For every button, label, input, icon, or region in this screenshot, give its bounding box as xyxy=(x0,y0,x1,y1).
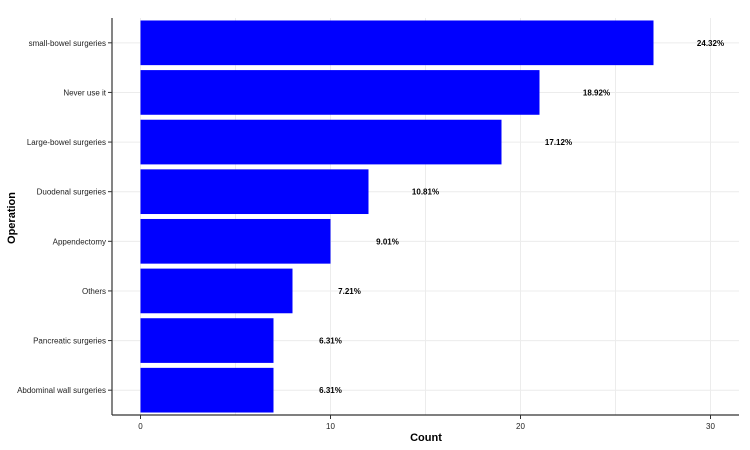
bar xyxy=(140,367,274,413)
y-tick-label: small-bowel surgeries xyxy=(29,39,106,48)
bar xyxy=(140,119,502,165)
y-axis-title: Operation xyxy=(6,192,18,244)
y-tick-label: Abdominal wall surgeries xyxy=(17,386,106,395)
axes: small-bowel surgeries Never use it Large-b… xyxy=(17,18,739,431)
data-label: 17.12% xyxy=(545,138,572,147)
bar xyxy=(140,169,369,215)
bars xyxy=(140,20,654,413)
data-label: 24.32% xyxy=(697,39,724,48)
y-tick-label: Others xyxy=(82,287,106,296)
data-labels: 24.32% 18.92% 17.12% 10.81% 9.01% 7.21% 6.31% 6… xyxy=(319,39,724,395)
y-tick-label: Pancreatic surgeries xyxy=(33,337,106,346)
bar xyxy=(140,268,293,314)
y-tick-label: Large-bowel surgeries xyxy=(27,138,106,147)
y-tick-label: Duodenal surgeries xyxy=(37,188,106,197)
data-label: 7.21% xyxy=(338,287,361,296)
bar xyxy=(140,318,274,363)
bar xyxy=(140,218,331,264)
data-label: 6.31% xyxy=(319,386,342,395)
x-axis-title: Count xyxy=(410,432,442,444)
y-tick-label: Appendectomy xyxy=(53,237,106,246)
y-tick-label: Never use it xyxy=(63,88,106,97)
x-tick-label: 30 xyxy=(706,422,715,431)
data-label: 18.92% xyxy=(583,88,610,97)
bar xyxy=(140,20,654,66)
bar xyxy=(140,70,540,115)
x-tick-label: 10 xyxy=(326,422,335,431)
data-label: 9.01% xyxy=(376,237,399,246)
data-label: 10.81% xyxy=(412,188,439,197)
x-tick-label: 20 xyxy=(516,422,525,431)
data-label: 6.31% xyxy=(319,337,342,346)
x-tick-label: 0 xyxy=(138,422,143,431)
